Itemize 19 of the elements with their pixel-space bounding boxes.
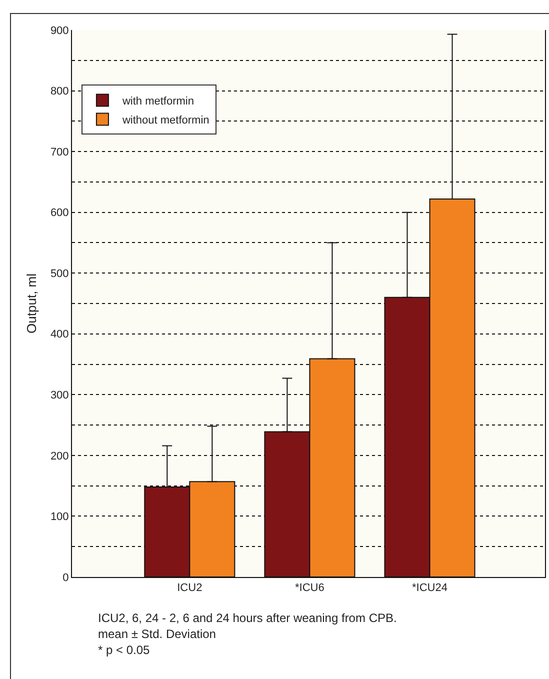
y-axis-title: Output, ml: [24, 273, 39, 334]
y-tick-label: 500: [50, 268, 69, 280]
y-tick-label: 200: [50, 450, 69, 462]
text: mean ± Std. Deviation: [98, 627, 216, 641]
legend-label: without metformin: [121, 114, 210, 126]
y-tick-label: 100: [50, 511, 69, 524]
y-tick-label: 800: [50, 86, 69, 98]
y-tick-label: 400: [50, 328, 69, 341]
y-tick-label: 700: [50, 146, 69, 158]
legend-label: with metformin: [121, 95, 194, 108]
x-tick-label: *ICU6: [295, 582, 324, 594]
text: * p < 0.05: [98, 643, 150, 657]
text: ICU2, 6, 24 - 2, 6 and 24 hours after weaning from CPB.: [98, 611, 397, 625]
y-tick-label: 300: [50, 390, 69, 402]
x-tick-label: ICU2: [177, 582, 202, 594]
x-tick-label: *ICU24: [412, 582, 448, 594]
y-tick-label: 900: [50, 24, 69, 37]
y-tick-label: 600: [50, 207, 69, 220]
y-tick-label: 0: [62, 572, 69, 584]
